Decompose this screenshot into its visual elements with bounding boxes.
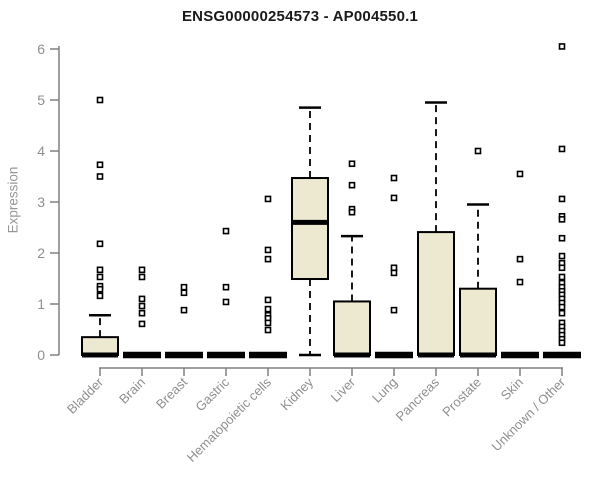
- outlier-point: [558, 234, 566, 242]
- outlier-point: [474, 147, 482, 155]
- chart-title: ENSG00000254573 - AP004550.1: [181, 8, 419, 25]
- outlier-point: [96, 266, 104, 274]
- outlier-point: [558, 43, 566, 50]
- x-tick-label: Skin: [498, 375, 526, 403]
- outlier-point: [96, 285, 104, 293]
- outlier-point: [180, 283, 188, 291]
- outlier-point: [264, 296, 272, 304]
- y-tick-label: 3: [37, 194, 45, 210]
- collapsed-box: [123, 351, 161, 359]
- y-tick-label: 6: [37, 41, 45, 57]
- outlier-point: [390, 174, 398, 182]
- outlier-point: [222, 283, 230, 291]
- outlier-point: [558, 216, 566, 223]
- y-tick-label: 2: [37, 245, 45, 261]
- x-tick-label: Lung: [369, 375, 400, 406]
- y-tick-label: 5: [37, 92, 45, 108]
- x-tick-label: Prostate: [439, 375, 484, 420]
- collapsed-box: [207, 351, 245, 359]
- x-tick-label: Breast: [153, 374, 190, 411]
- outlier-point: [180, 306, 188, 314]
- outlier-point: [264, 195, 272, 203]
- outlier-point: [390, 306, 398, 314]
- outlier-point: [264, 326, 272, 334]
- outlier-point: [348, 181, 356, 189]
- outlier-point: [138, 295, 146, 303]
- outlier-point: [180, 289, 188, 297]
- box-iqr: [417, 231, 455, 356]
- y-tick-label: 0: [37, 347, 45, 363]
- outlier-point: [516, 170, 524, 178]
- outlier-point: [390, 269, 398, 277]
- outlier-point: [348, 208, 356, 216]
- outlier-point: [558, 195, 566, 203]
- outlier-point: [264, 255, 272, 263]
- outlier-point: [96, 161, 104, 169]
- outlier-point: [558, 264, 566, 272]
- outlier-point: [96, 292, 104, 300]
- outlier-point: [138, 266, 146, 274]
- box-iqr: [333, 300, 371, 357]
- x-tick-label: Kidney: [277, 374, 316, 413]
- outlier-point: [516, 278, 524, 286]
- y-tick-label: 1: [37, 296, 45, 312]
- outlier-point: [558, 309, 566, 317]
- outlier-point: [558, 252, 566, 260]
- outlier-point: [222, 227, 230, 235]
- outlier-point: [96, 173, 104, 180]
- x-tick-label: Brain: [116, 375, 148, 407]
- outlier-point: [138, 302, 146, 310]
- outlier-point: [96, 240, 104, 248]
- x-tick-label: Bladder: [64, 374, 107, 417]
- collapsed-box: [543, 351, 581, 359]
- collapsed-box: [375, 351, 413, 359]
- x-tick-label: Gastric: [192, 374, 232, 414]
- outlier-point: [264, 246, 272, 254]
- x-tick-label: Liver: [328, 374, 359, 405]
- x-tick-label: Pancreas: [393, 374, 443, 424]
- outlier-point: [390, 194, 398, 202]
- y-tick-label: 4: [37, 143, 45, 159]
- outlier-point: [138, 273, 146, 281]
- outlier-point: [390, 264, 398, 272]
- outlier-point: [264, 305, 272, 313]
- outlier-point: [558, 303, 566, 311]
- collapsed-box: [501, 351, 539, 359]
- x-tick-label: Unknown / Other: [489, 374, 569, 454]
- collapsed-box: [165, 351, 203, 359]
- box-iqr: [291, 177, 329, 281]
- outlier-point: [516, 255, 524, 263]
- outlier-point: [558, 273, 566, 281]
- outlier-point: [558, 145, 566, 153]
- collapsed-box: [249, 351, 287, 359]
- outlier-point: [96, 273, 104, 281]
- outlier-point: [264, 319, 272, 327]
- outlier-point: [348, 160, 356, 168]
- outlier-point: [138, 320, 146, 328]
- outlier-point: [96, 96, 104, 104]
- outlier-point: [138, 309, 146, 317]
- box-iqr: [459, 287, 497, 357]
- outlier-point: [558, 339, 566, 347]
- box-iqr: [81, 336, 119, 356]
- outlier-point: [222, 298, 230, 306]
